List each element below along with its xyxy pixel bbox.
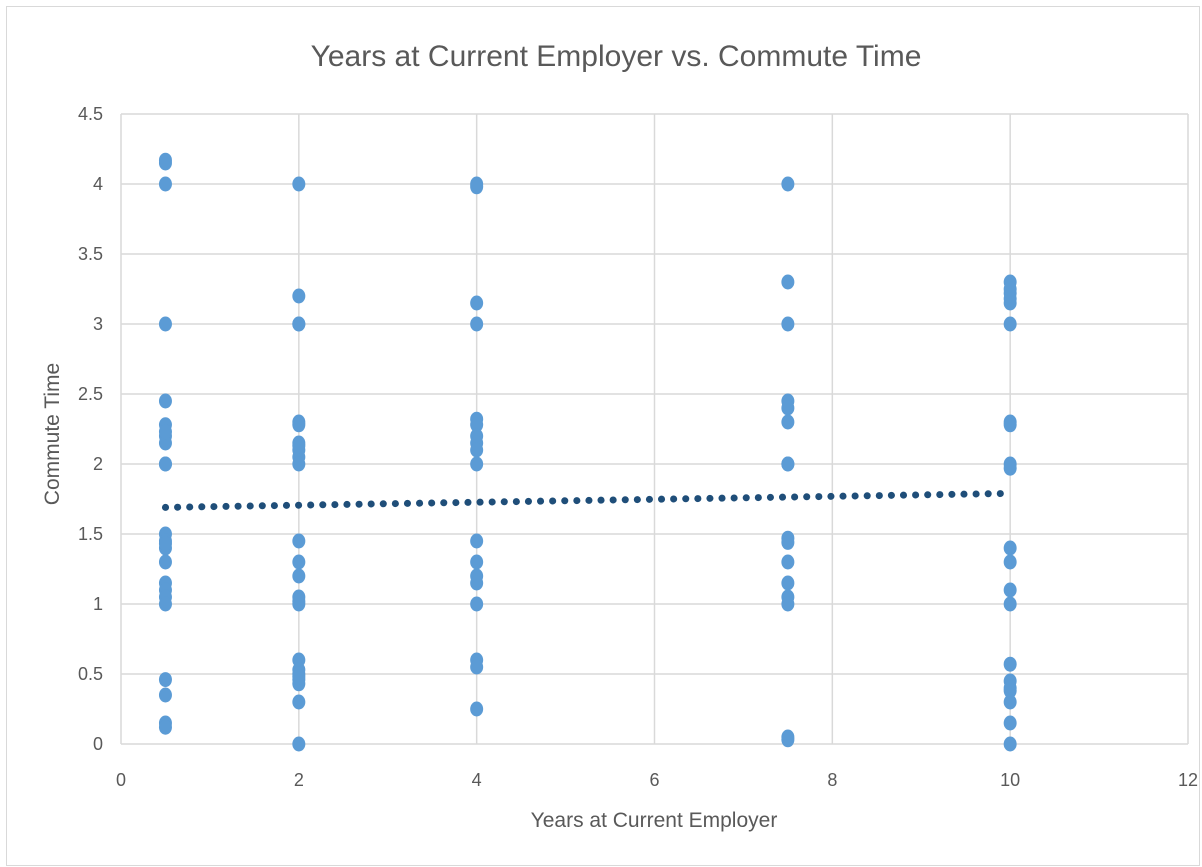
data-point — [158, 152, 172, 168]
data-point — [158, 719, 172, 735]
data-point — [470, 295, 484, 311]
data-point — [1003, 417, 1017, 433]
data-point — [292, 417, 306, 433]
data-point — [781, 456, 795, 472]
x-tick-label: 6 — [649, 770, 659, 790]
data-point — [292, 288, 306, 304]
trendline-dotted — [161, 489, 1014, 511]
data-point — [292, 316, 306, 332]
data-point — [1003, 656, 1017, 672]
data-points — [158, 152, 1017, 752]
data-point — [1003, 582, 1017, 598]
data-point — [1003, 281, 1017, 297]
data-point — [158, 456, 172, 472]
data-point — [1003, 694, 1017, 710]
y-tick-label: 2 — [93, 454, 103, 474]
data-point — [470, 575, 484, 591]
data-point — [292, 669, 306, 685]
data-point — [1003, 715, 1017, 731]
data-point — [292, 694, 306, 710]
data-point — [470, 179, 484, 195]
data-point — [470, 417, 484, 433]
axes: 0 0.5 1 1.5 2 2.5 3 3.5 4 4.5 0 2 4 6 8 10 12 — [78, 104, 1198, 790]
data-point — [470, 701, 484, 717]
y-tick-label: 3.5 — [78, 244, 103, 264]
data-point — [158, 176, 172, 192]
scatter-chart: Years at Current Employer vs. Commute Ti… — [41, 40, 1198, 832]
data-point — [158, 596, 172, 612]
data-point — [158, 687, 172, 703]
data-point — [781, 400, 795, 416]
data-point — [470, 533, 484, 549]
y-tick-label: 4.5 — [78, 104, 103, 124]
data-point — [781, 596, 795, 612]
data-point — [1003, 295, 1017, 311]
data-point — [470, 659, 484, 675]
data-point — [470, 554, 484, 570]
data-point — [470, 596, 484, 612]
data-point — [292, 456, 306, 472]
y-tick-label: 0.5 — [78, 664, 103, 684]
data-point — [1003, 683, 1017, 699]
x-tick-label: 2 — [294, 770, 304, 790]
data-point — [158, 316, 172, 332]
x-tick-label: 4 — [472, 770, 482, 790]
data-point — [158, 672, 172, 688]
data-point — [1003, 736, 1017, 752]
y-tick-label: 4 — [93, 174, 103, 194]
data-point — [781, 176, 795, 192]
data-point — [158, 554, 172, 570]
data-point — [158, 393, 172, 409]
data-point — [470, 456, 484, 472]
data-point — [781, 575, 795, 591]
y-tick-label: 3 — [93, 314, 103, 334]
data-point — [1003, 316, 1017, 332]
data-point — [1003, 554, 1017, 570]
data-point — [781, 534, 795, 550]
y-tick-label: 1.5 — [78, 524, 103, 544]
data-point — [1003, 540, 1017, 556]
data-point — [158, 536, 172, 552]
x-axis-label: Years at Current Employer — [531, 809, 778, 832]
data-point — [158, 435, 172, 451]
data-point — [781, 274, 795, 290]
trendline — [161, 489, 1014, 511]
data-point — [292, 593, 306, 609]
y-tick-label: 2.5 — [78, 384, 103, 404]
y-tick-label: 0 — [93, 734, 103, 754]
data-point — [470, 442, 484, 458]
data-point — [292, 568, 306, 584]
x-tick-label: 0 — [116, 770, 126, 790]
data-point — [781, 414, 795, 430]
x-tick-label: 10 — [1000, 770, 1020, 790]
data-point — [781, 316, 795, 332]
data-point — [292, 533, 306, 549]
chart-title: Years at Current Employer vs. Commute Ti… — [311, 40, 922, 73]
data-point — [292, 176, 306, 192]
data-point — [781, 732, 795, 748]
y-tick-label: 1 — [93, 594, 103, 614]
data-point — [470, 316, 484, 332]
chart-frame: Years at Current Employer vs. Commute Ti… — [6, 6, 1200, 866]
data-point — [781, 554, 795, 570]
data-point — [292, 438, 306, 454]
data-point — [292, 554, 306, 570]
data-point — [158, 424, 172, 440]
data-point — [1003, 460, 1017, 476]
x-tick-label: 12 — [1178, 770, 1198, 790]
data-point — [292, 736, 306, 752]
y-axis-label: Commute Time — [41, 363, 64, 505]
x-tick-label: 8 — [827, 770, 837, 790]
gridlines — [120, 113, 1189, 745]
data-point — [1003, 596, 1017, 612]
